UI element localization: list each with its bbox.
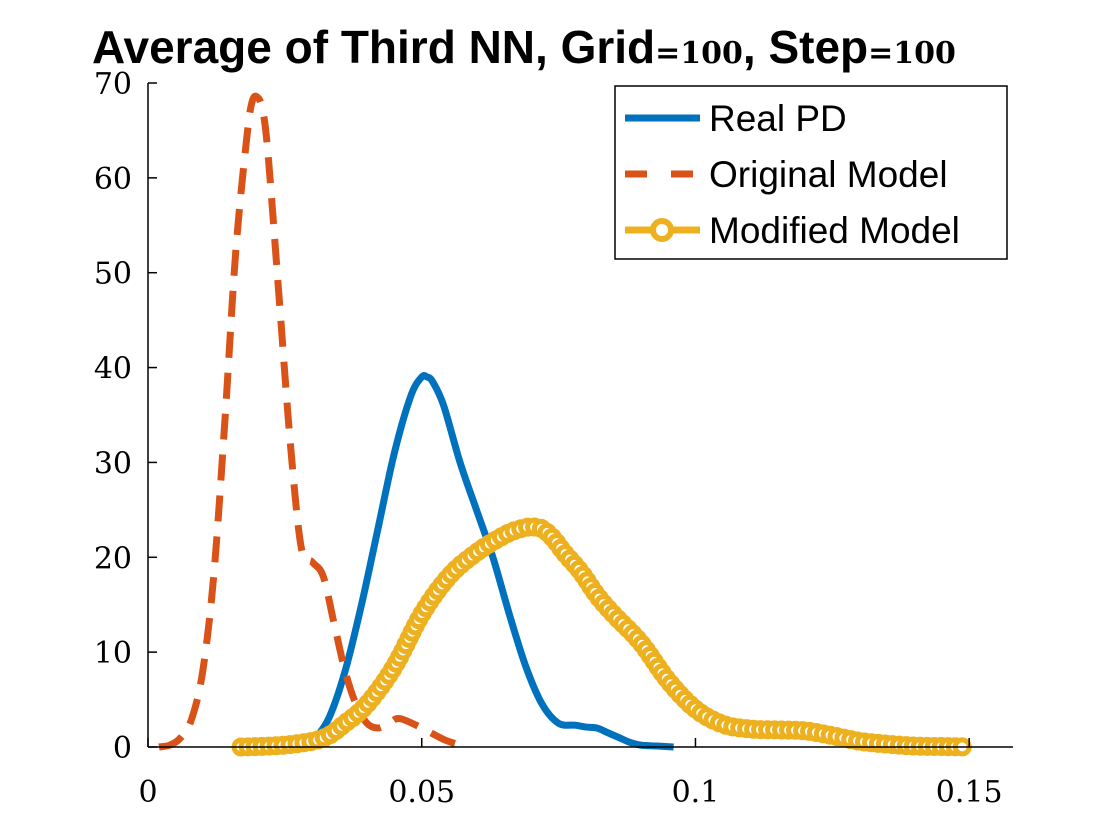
y-tick-label: 20 — [94, 541, 132, 576]
series-original-model — [158, 92, 462, 751]
series-modified-model — [231, 517, 972, 757]
y-tick-label: 30 — [94, 446, 132, 481]
series-real-pd — [309, 372, 674, 751]
legend-item-real-pd: Real PD — [625, 98, 847, 139]
y-tick-label: 0 — [113, 731, 132, 766]
y-tick-label: 40 — [94, 352, 132, 387]
legend-item-original-model: Original Model — [625, 154, 948, 195]
series-line-original-model — [158, 92, 462, 751]
y-tick-label: 70 — [94, 67, 132, 102]
title-part-3: =100 — [868, 36, 956, 71]
legend-marker-modified-model — [650, 218, 674, 242]
title-part-2: , Step — [743, 21, 868, 73]
legend-label-modified-model: Modified Model — [709, 210, 960, 251]
chart-title: Average of Third NN, Grid=100, Step=100 — [92, 21, 956, 73]
x-tick-label: 0.1 — [672, 775, 720, 810]
title-part-1: =100 — [655, 36, 743, 71]
y-tick-label: 50 — [94, 257, 132, 292]
legend: Real PD Original Model Modified Model — [614, 85, 1008, 260]
x-tick-label: 0.15 — [936, 775, 1003, 810]
plot-area — [158, 92, 972, 757]
x-tick-label: 0.05 — [388, 775, 455, 810]
axes: 0 0.05 0.1 0.15 0 10 20 30 40 50 60 70 — [94, 67, 1013, 810]
legend-item-modified-model: Modified Model — [625, 210, 960, 251]
title-part-0: Average of Third NN, Grid — [92, 21, 655, 73]
legend-label-original-model: Original Model — [709, 154, 948, 195]
y-tick-label: 60 — [94, 162, 132, 197]
series-line-real-pd — [309, 372, 674, 751]
x-tick-label: 0 — [138, 775, 157, 810]
legend-label-real-pd: Real PD — [709, 98, 847, 139]
y-tick-label: 10 — [94, 636, 132, 671]
